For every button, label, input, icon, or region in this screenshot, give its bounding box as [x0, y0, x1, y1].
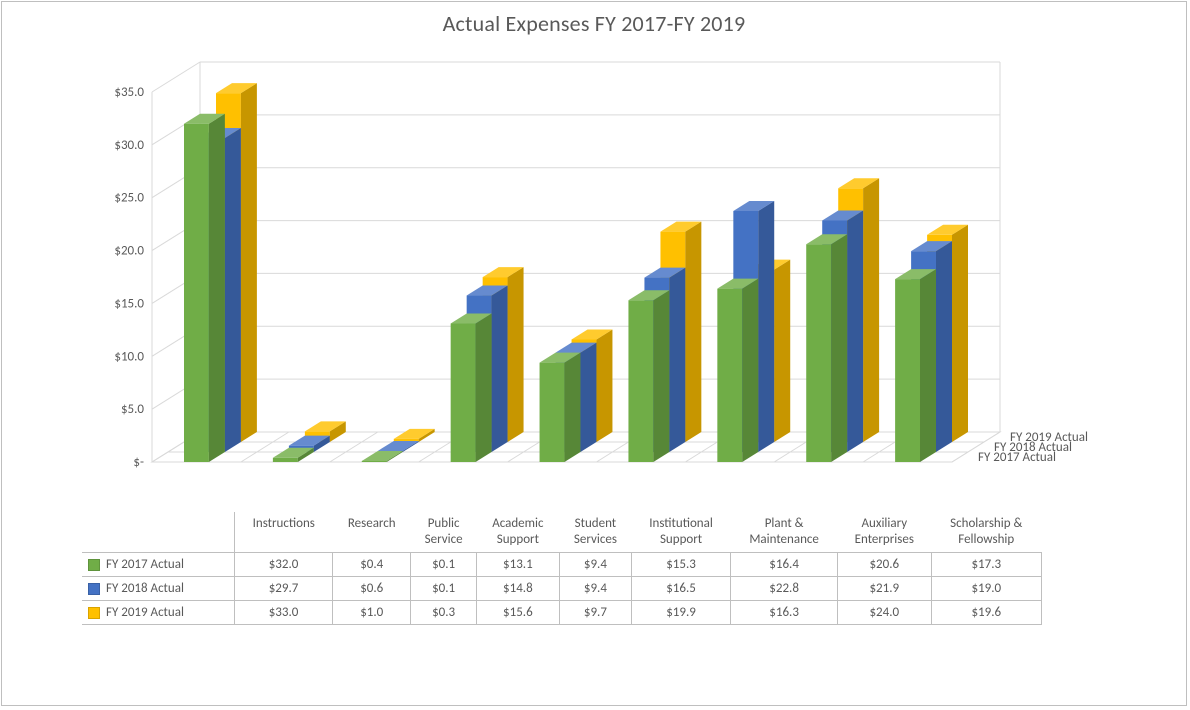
- table-cell: $19.0: [931, 577, 1041, 601]
- table-cell: $19.6: [931, 601, 1041, 625]
- table-cell: $0.1: [411, 577, 476, 601]
- table-cell: $33.0: [235, 601, 333, 625]
- table-category-header: Instructions: [235, 512, 333, 553]
- table-cell: $15.3: [631, 553, 730, 577]
- bar: [540, 363, 565, 462]
- table-cell: $0.6: [333, 577, 411, 601]
- table-cell: $13.1: [476, 553, 559, 577]
- y-tick-label: $15.0: [114, 296, 144, 311]
- table-series-header: FY 2018 Actual: [82, 577, 235, 601]
- table-category-header: AuxiliaryEnterprises: [838, 512, 931, 553]
- chart-data-table: InstructionsResearchPublicServiceAcademi…: [82, 512, 1042, 625]
- bar: [184, 124, 209, 462]
- table-cell: $16.4: [731, 553, 838, 577]
- table-category-header: AcademicSupport: [476, 512, 559, 553]
- table-cell: $16.5: [631, 577, 730, 601]
- table-cell: $0.3: [411, 601, 476, 625]
- table-cell: $9.7: [559, 601, 631, 625]
- bar: [717, 289, 742, 462]
- table-row: FY 2017 Actual$32.0$0.4$0.1$13.1$9.4$15.…: [82, 553, 1042, 577]
- table-cell: $24.0: [838, 601, 931, 625]
- table-cell: $16.3: [731, 601, 838, 625]
- chart-plot-area: $- $5.0 $10.0 $15.0 $20.0 $25.0 $30.0 $35.0 FY 2…: [82, 72, 1112, 502]
- table-cell: $0.4: [333, 553, 411, 577]
- table-series-header: FY 2019 Actual: [82, 601, 235, 625]
- table-category-header: StudentServices: [559, 512, 631, 553]
- y-tick-label: $25.0: [114, 191, 144, 206]
- table-cell: $32.0: [235, 553, 333, 577]
- table-category-header: Research: [333, 512, 411, 553]
- table-cell: $21.9: [838, 577, 931, 601]
- y-tick-label: $30.0: [114, 138, 144, 153]
- chart-frame: Actual Expenses FY 2017-FY 2019 $- $5.0 $1…: [1, 1, 1187, 706]
- table-cell: $9.4: [559, 577, 631, 601]
- y-tick-label: $35.0: [114, 85, 144, 100]
- series-depth-label: FY 2019 Actual: [1010, 430, 1088, 445]
- bar: [362, 461, 387, 462]
- table-category-header: PublicService: [411, 512, 476, 553]
- bar: [273, 458, 298, 462]
- bar: [628, 300, 653, 462]
- table-cell: $20.6: [838, 553, 931, 577]
- table-series-header: FY 2017 Actual: [82, 553, 235, 577]
- table-cell: $22.8: [731, 577, 838, 601]
- bar: [451, 324, 476, 462]
- table-row: FY 2018 Actual$29.7$0.6$0.1$14.8$9.4$16.…: [82, 577, 1042, 601]
- bar: [806, 244, 831, 462]
- table-cell: $1.0: [333, 601, 411, 625]
- y-tick-label: $-: [133, 455, 144, 470]
- table-category-header: Scholarship &Fellowship: [931, 512, 1041, 553]
- y-tick-label: $10.0: [114, 349, 144, 364]
- y-tick-label: $5.0: [121, 402, 144, 417]
- table-cell: $29.7: [235, 577, 333, 601]
- y-tick-label: $20.0: [114, 244, 144, 259]
- table-cell: $19.9: [631, 601, 730, 625]
- table-cell: $15.6: [476, 601, 559, 625]
- table-cell: $14.8: [476, 577, 559, 601]
- table-cell: $0.1: [411, 553, 476, 577]
- table-category-header: Plant &Maintenance: [731, 512, 838, 553]
- bar: [895, 279, 920, 462]
- table-cell: $9.4: [559, 553, 631, 577]
- table-row: FY 2019 Actual$33.0$1.0$0.3$15.6$9.7$19.…: [82, 601, 1042, 625]
- table-category-header: InstitutionalSupport: [631, 512, 730, 553]
- table-cell: $17.3: [931, 553, 1041, 577]
- chart-title: Actual Expenses FY 2017-FY 2019: [2, 2, 1186, 37]
